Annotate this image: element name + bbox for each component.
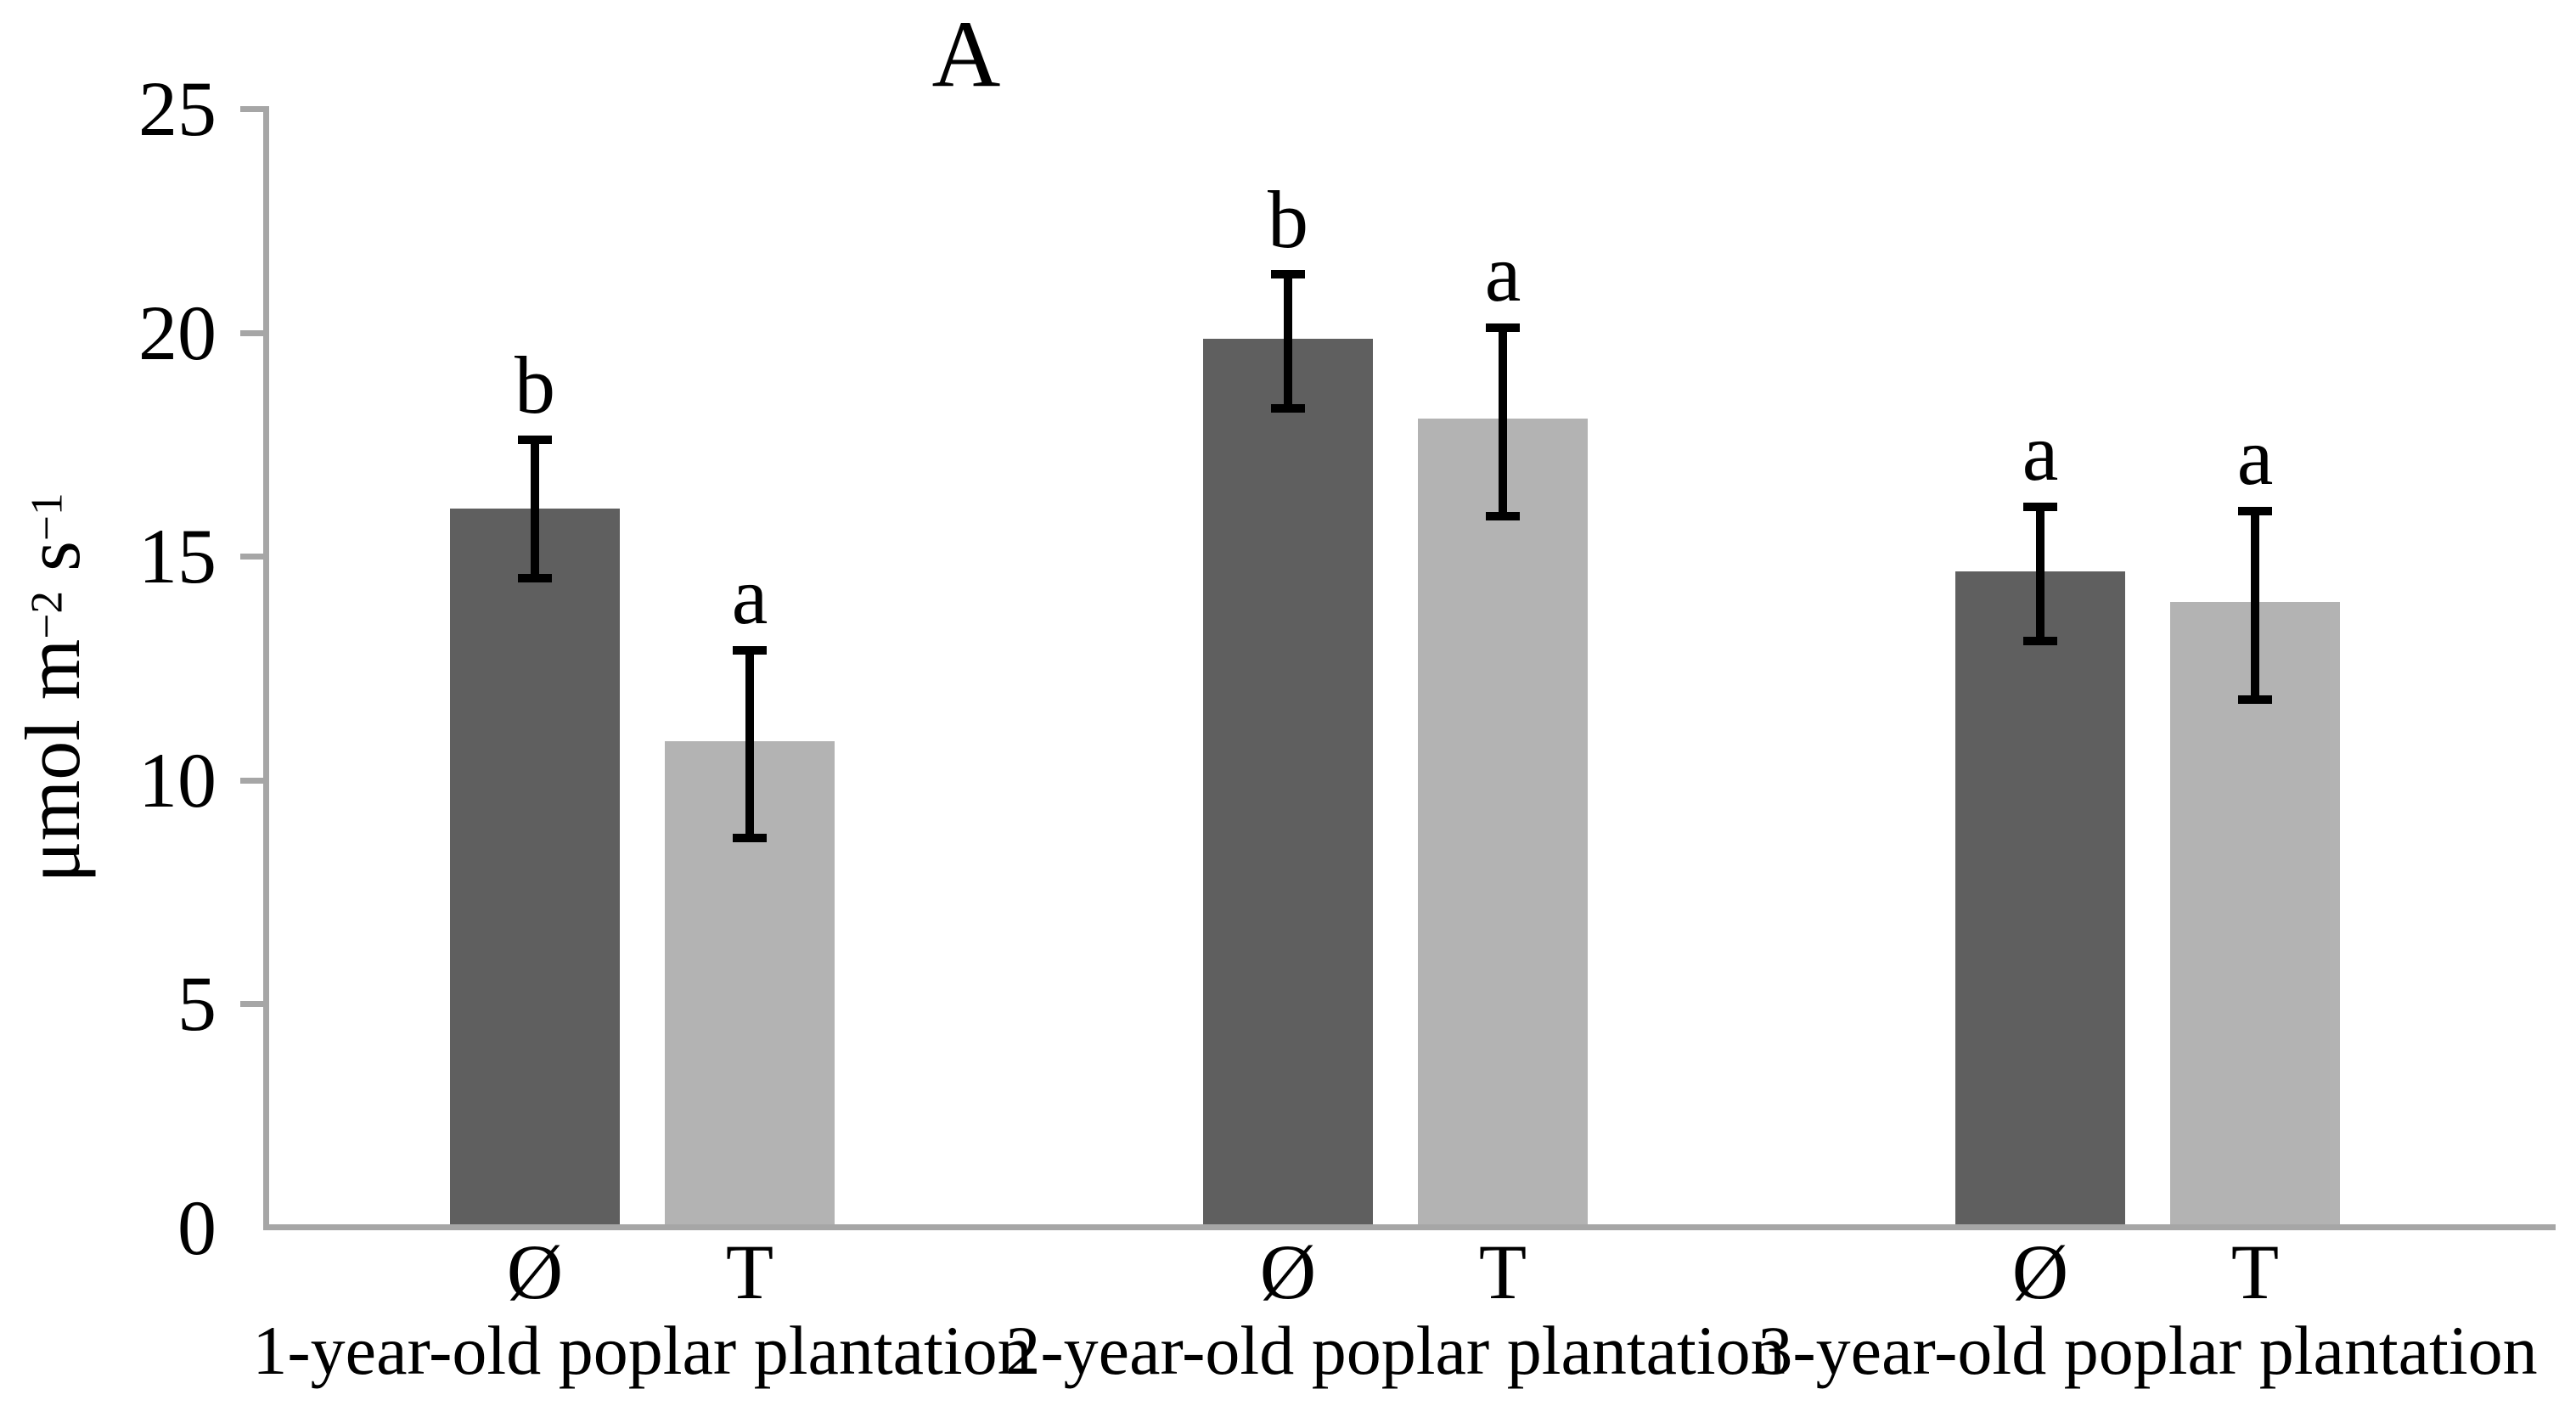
treatment-label-control: Ø bbox=[1259, 1229, 1317, 1315]
significance-letter: a bbox=[2236, 411, 2274, 502]
error-bar-cap-bottom bbox=[1486, 512, 1520, 520]
y-tick-label: 0 bbox=[177, 1184, 217, 1271]
error-bar-line bbox=[2036, 507, 2044, 641]
error-bar-cap-top bbox=[733, 646, 767, 655]
error-bar-line bbox=[2251, 511, 2259, 700]
error-bar-cap-bottom bbox=[1271, 404, 1305, 413]
significance-letter: a bbox=[2022, 407, 2059, 498]
group-label: 2-year-old poplar plantation bbox=[1005, 1312, 1786, 1389]
bar-T-group3 bbox=[2170, 602, 2340, 1224]
significance-letter: b bbox=[1268, 174, 1308, 265]
y-tick bbox=[240, 330, 269, 336]
bar-Ø-group3 bbox=[1955, 571, 2125, 1224]
error-bar-cap-bottom bbox=[2023, 637, 2057, 645]
x-axis-line bbox=[263, 1224, 2556, 1230]
error-bar-cap-top bbox=[1271, 270, 1305, 278]
group-label: 3-year-old poplar plantation bbox=[1758, 1312, 2538, 1389]
error-bar-cap-bottom bbox=[2238, 695, 2272, 704]
y-axis-line bbox=[263, 108, 269, 1230]
y-tick-label: 25 bbox=[138, 65, 217, 152]
error-bar-line bbox=[531, 440, 539, 578]
error-bar-cap-top bbox=[1486, 323, 1520, 332]
error-bar-line bbox=[1499, 328, 1507, 516]
y-tick bbox=[240, 778, 269, 784]
bar-Ø-group1 bbox=[450, 509, 620, 1224]
y-tick-label: 10 bbox=[138, 737, 217, 824]
y-tick bbox=[240, 554, 269, 560]
panel-title: A bbox=[931, 2, 1001, 107]
significance-letter: a bbox=[731, 550, 768, 641]
treatment-label-treated: T bbox=[2230, 1229, 2280, 1315]
treatment-label-treated: T bbox=[725, 1229, 774, 1315]
y-tick-label: 20 bbox=[138, 290, 217, 376]
group-label: 1-year-old poplar plantation bbox=[252, 1312, 1032, 1389]
y-tick-label: 5 bbox=[177, 960, 217, 1047]
y-tick-label: 15 bbox=[138, 513, 217, 599]
treatment-label-treated: T bbox=[1478, 1229, 1527, 1315]
treatment-label-control: Ø bbox=[2011, 1229, 2069, 1315]
error-bar-cap-top bbox=[2023, 503, 2057, 511]
significance-letter: b bbox=[515, 340, 555, 430]
error-bar-cap-bottom bbox=[733, 834, 767, 842]
error-bar-line bbox=[745, 650, 754, 838]
y-tick bbox=[240, 106, 269, 112]
treatment-label-control: Ø bbox=[506, 1229, 564, 1315]
bar-Ø-group2 bbox=[1203, 339, 1373, 1224]
error-bar-line bbox=[1284, 274, 1292, 408]
significance-letter: a bbox=[1484, 228, 1521, 318]
bar-T-group2 bbox=[1418, 419, 1588, 1224]
error-bar-cap-top bbox=[518, 436, 552, 444]
error-bar-cap-top bbox=[2238, 507, 2272, 515]
y-tick bbox=[240, 1001, 269, 1007]
y-axis-unit-exponent: −2 bbox=[20, 590, 72, 639]
error-bar-cap-bottom bbox=[518, 574, 552, 582]
